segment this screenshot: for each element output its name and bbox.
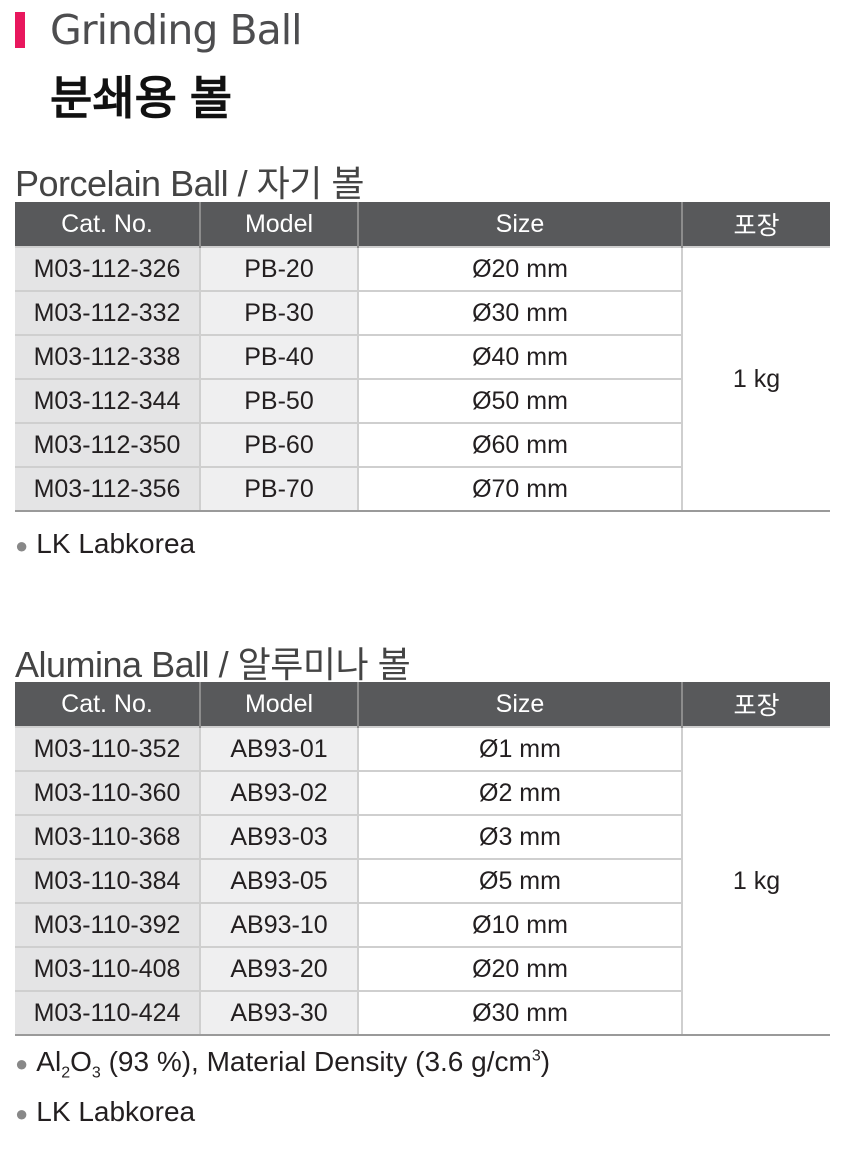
formula-part: (93 %), Material Density (3.6 g/cm [100, 1046, 532, 1077]
page-subtitle: 분쇄용 볼 [50, 72, 233, 124]
bullet-icon: ● [15, 1051, 29, 1076]
size-cell: Ø30 mm [357, 290, 682, 335]
model-cell: AB93-20 [199, 946, 358, 991]
col-model: Model [199, 202, 358, 247]
packing-cell: 1 kg [681, 726, 830, 1036]
formula-part: 3 [91, 1064, 101, 1082]
packing-cell: 1 kg [681, 246, 830, 512]
cat-no-cell: M03-112-332 [15, 290, 200, 335]
bullet-icon: ● [15, 533, 29, 558]
accent-bar [15, 12, 25, 48]
cat-no-cell: M03-112-350 [15, 422, 200, 467]
table-row: M03-110-352 AB93-01 Ø1 mm 1 kg [15, 726, 830, 1036]
cat-no-cell: M03-110-424 [15, 990, 200, 1036]
alumina-section-title: Alumina Ball / 알루미나 볼 [15, 644, 411, 685]
model-cell: AB93-30 [199, 990, 358, 1036]
formula-part: Al [36, 1046, 62, 1077]
col-cat-no: Cat. No. [15, 202, 200, 247]
size-cell: Ø5 mm [357, 858, 682, 903]
size-cell: Ø20 mm [357, 246, 682, 291]
col-cat-no: Cat. No. [15, 682, 200, 727]
col-packing: 포장 [681, 682, 830, 727]
col-size: Size [357, 202, 682, 247]
cat-no-cell: M03-110-360 [15, 770, 200, 815]
brand-note: LK Labkorea [36, 528, 196, 559]
model-cell: AB93-10 [199, 902, 358, 947]
formula-part: O [70, 1046, 92, 1077]
col-model: Model [199, 682, 358, 727]
model-cell: AB93-01 [199, 726, 358, 771]
brand-note: LK Labkorea [36, 1096, 196, 1127]
table-header: Cat. No. Model Size 포장 [15, 682, 830, 727]
table-row: M03-112-332 PB-30 Ø30 mm [15, 290, 830, 335]
table-row: M03-112-338 PB-40 Ø40 mm [15, 334, 830, 379]
size-cell: Ø40 mm [357, 334, 682, 379]
size-cell: Ø70 mm [357, 466, 682, 512]
table-row: M03-112-350 PB-60 Ø60 mm [15, 422, 830, 467]
model-cell: AB93-05 [199, 858, 358, 903]
table-row: M03-110-392 AB93-10 Ø10 mm [15, 902, 830, 947]
size-cell: Ø20 mm [357, 946, 682, 991]
model-cell: PB-20 [199, 246, 358, 291]
cat-no-cell: M03-110-368 [15, 814, 200, 859]
model-cell: AB93-03 [199, 814, 358, 859]
size-cell: Ø30 mm [357, 990, 682, 1036]
porcelain-section-title: Porcelain Ball / 자기 볼 [15, 163, 364, 204]
alumina-formula-note: ● Al2O3 (93 %), Material Density (3.6 g/c… [15, 1046, 550, 1083]
alumina-table: Cat. No. Model Size 포장 M03-110-352 AB93-0… [15, 682, 830, 1036]
size-cell: Ø1 mm [357, 726, 682, 771]
cat-no-cell: M03-112-344 [15, 378, 200, 423]
formula-part: 2 [61, 1064, 71, 1082]
col-packing: 포장 [681, 202, 830, 247]
porcelain-table: Cat. No. Model Size 포장 M03-112-326 PB-20 Ø… [15, 202, 830, 512]
cat-no-cell: M03-110-408 [15, 946, 200, 991]
table-row: M03-110-384 AB93-05 Ø5 mm [15, 858, 830, 903]
cat-no-cell: M03-110-384 [15, 858, 200, 903]
size-cell: Ø2 mm [357, 770, 682, 815]
formula-part: 3 [531, 1047, 541, 1065]
col-size: Size [357, 682, 682, 727]
model-cell: PB-50 [199, 378, 358, 423]
table-row: M03-110-360 AB93-02 Ø2 mm [15, 770, 830, 815]
model-cell: PB-40 [199, 334, 358, 379]
page-title: Grinding Ball [50, 6, 302, 54]
table-row: M03-112-356 PB-70 Ø70 mm [15, 466, 830, 512]
model-cell: PB-30 [199, 290, 358, 335]
size-cell: Ø3 mm [357, 814, 682, 859]
model-cell: PB-70 [199, 466, 358, 512]
cat-no-cell: M03-112-326 [15, 246, 200, 291]
table-row: M03-110-424 AB93-30 Ø30 mm [15, 990, 830, 1036]
table-row: M03-112-344 PB-50 Ø50 mm [15, 378, 830, 423]
bullet-icon: ● [15, 1101, 29, 1126]
table-row: M03-110-368 AB93-03 Ø3 mm [15, 814, 830, 859]
formula-part: ) [540, 1046, 551, 1077]
cat-no-cell: M03-110-392 [15, 902, 200, 947]
model-cell: AB93-02 [199, 770, 358, 815]
size-cell: Ø50 mm [357, 378, 682, 423]
model-cell: PB-60 [199, 422, 358, 467]
table-row: M03-110-408 AB93-20 Ø20 mm [15, 946, 830, 991]
alumina-brand-note: ● LK Labkorea [15, 1096, 195, 1128]
table-header: Cat. No. Model Size 포장 [15, 202, 830, 247]
cat-no-cell: M03-110-352 [15, 726, 200, 771]
cat-no-cell: M03-112-338 [15, 334, 200, 379]
size-cell: Ø60 mm [357, 422, 682, 467]
porcelain-note: ● LK Labkorea [15, 528, 195, 560]
table-row: M03-112-326 PB-20 Ø20 mm 1 kg [15, 246, 830, 512]
size-cell: Ø10 mm [357, 902, 682, 947]
cat-no-cell: M03-112-356 [15, 466, 200, 512]
